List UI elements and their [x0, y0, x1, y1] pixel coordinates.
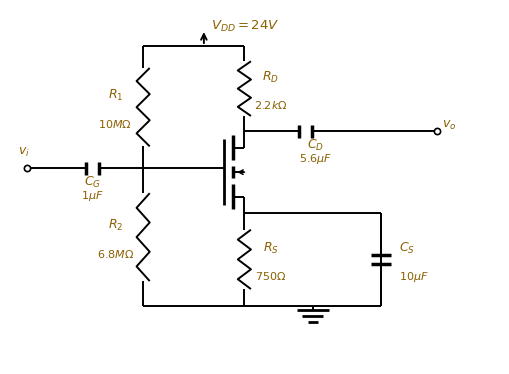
Text: $R_D$: $R_D$: [262, 70, 279, 85]
Text: $v_o$: $v_o$: [442, 119, 456, 132]
Text: $6.8M\Omega$: $6.8M\Omega$: [97, 248, 134, 260]
Text: $R_S$: $R_S$: [263, 240, 279, 256]
Text: $10\mu F$: $10\mu F$: [399, 270, 429, 284]
Text: $5.6\mu F$: $5.6\mu F$: [299, 152, 332, 166]
Text: $v_i$: $v_i$: [18, 146, 30, 159]
Text: $V_{DD} = 24V$: $V_{DD} = 24V$: [211, 19, 280, 34]
Text: $C_D$: $C_D$: [307, 138, 324, 153]
Text: $C_S$: $C_S$: [399, 240, 415, 256]
Text: $10M\Omega$: $10M\Omega$: [98, 117, 132, 129]
Text: $1\mu F$: $1\mu F$: [81, 189, 104, 203]
Text: $750\Omega$: $750\Omega$: [255, 270, 287, 282]
Text: $C_G$: $C_G$: [84, 175, 101, 190]
Text: $R_2$: $R_2$: [107, 218, 123, 233]
Text: $R_1$: $R_1$: [107, 88, 123, 104]
Text: $2.2k\Omega$: $2.2k\Omega$: [254, 99, 288, 111]
